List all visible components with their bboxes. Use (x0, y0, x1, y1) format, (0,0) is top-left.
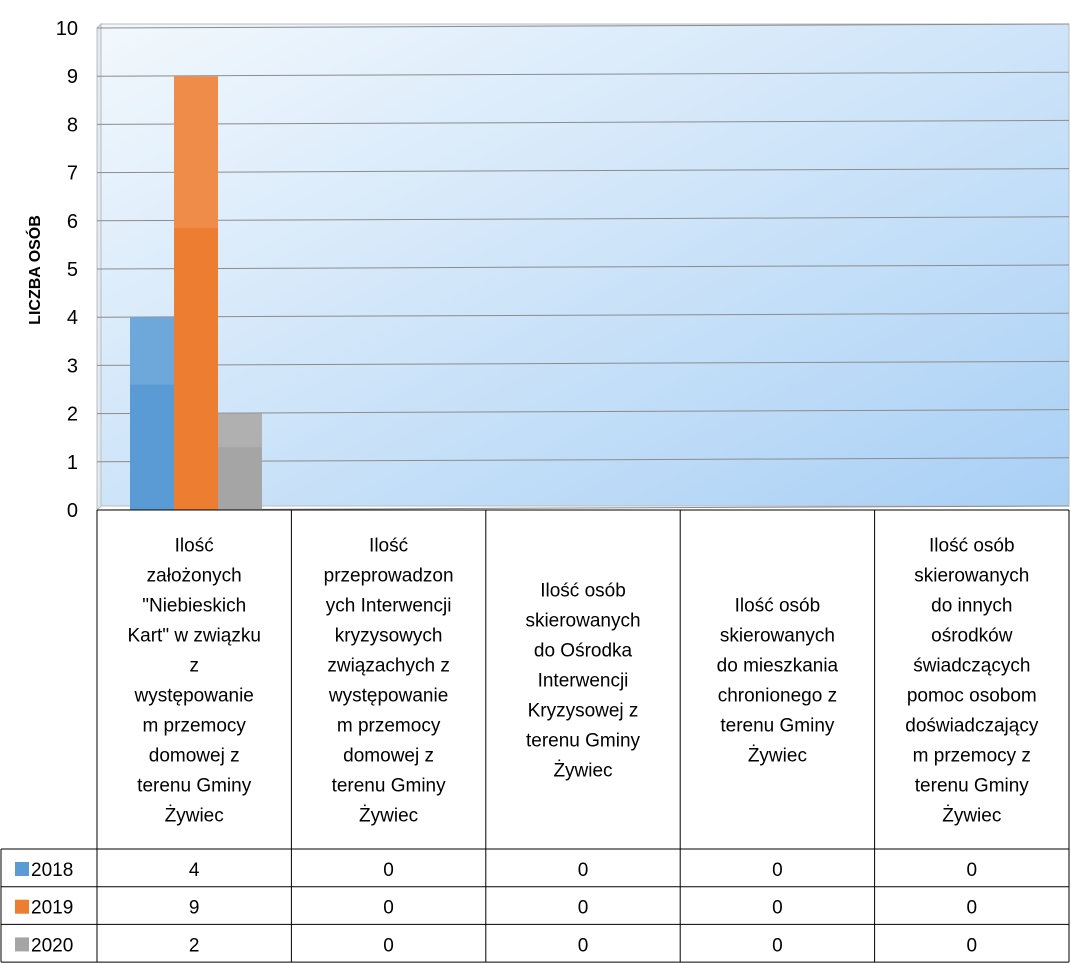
y-tick-label: 2 (67, 404, 78, 426)
bar-2018-0 (130, 317, 174, 510)
table-cell-2018-1: 0 (383, 860, 394, 881)
table-cell-2020-4: 0 (967, 935, 978, 956)
bar-highlight (218, 413, 262, 448)
table-cell-2019-4: 0 (967, 898, 978, 919)
y-tick-label: 8 (67, 114, 78, 136)
legend-key-2020 (15, 937, 29, 952)
table-cell-2020-1: 0 (383, 935, 394, 956)
legend-label-2018: 2018 (31, 860, 73, 881)
table-cell-2019-2: 0 (578, 898, 589, 919)
legend-label-2019: 2019 (31, 898, 73, 919)
gridline (96, 23, 1070, 29)
category-label-0: Ilość założonych "Niebieskich Kart" w związ… (127, 536, 260, 827)
table-cell-2019-0: 9 (189, 898, 200, 919)
legend-key-2019 (15, 899, 29, 914)
table-cell-2019-1: 0 (383, 898, 394, 919)
table-cell-2020-3: 0 (772, 935, 783, 956)
category-label-3: Ilość osób skierowanych do mieszkania chron… (717, 596, 839, 767)
table-cell-2018-4: 0 (967, 860, 978, 881)
category-label-1: Ilość przeprowadzon ych Interwencji kryzyso… (324, 536, 454, 827)
gridline (96, 216, 1070, 222)
y-tick-label: 3 (67, 355, 78, 377)
y-axis-label: LICZBA OSÓB (25, 215, 44, 325)
legend-label-2020: 2020 (31, 935, 73, 956)
bar-highlight (174, 76, 218, 229)
plot-side-wall (96, 22, 102, 512)
gridline (96, 119, 1070, 125)
y-tick-label: 0 (67, 500, 78, 522)
gridline (96, 264, 1070, 270)
bar-2020-0 (218, 413, 262, 510)
legend-key-2018 (15, 862, 29, 876)
category-label-4: Ilość osób skierowanych do innych ośrodków ś… (905, 536, 1039, 827)
y-tick-label: 9 (67, 66, 78, 88)
y-tick-label: 5 (67, 259, 78, 281)
table-cell-2020-2: 0 (578, 935, 589, 956)
table-cell-2018-0: 4 (189, 860, 200, 881)
table-cell-2019-3: 0 (772, 898, 783, 919)
gridline (96, 312, 1070, 318)
gridline (96, 409, 1070, 415)
bar-2019-0 (174, 76, 218, 510)
y-tick-label: 10 (56, 18, 78, 40)
plot-area (100, 23, 1070, 507)
gridline (96, 360, 1070, 366)
bar-highlight (130, 317, 174, 385)
table-cell-2018-3: 0 (772, 860, 783, 881)
y-tick-label: 4 (67, 307, 78, 329)
y-tick-label: 1 (67, 452, 78, 474)
y-tick-label: 6 (67, 211, 78, 233)
gridline (96, 168, 1070, 174)
table-cell-2018-2: 0 (578, 860, 589, 881)
y-tick-label: 7 (67, 163, 78, 185)
gridline (96, 71, 1070, 77)
category-label-2: Ilość osób skierowanych do Ośrodka Interwen… (525, 581, 640, 782)
table-cell-2020-0: 2 (189, 935, 200, 956)
